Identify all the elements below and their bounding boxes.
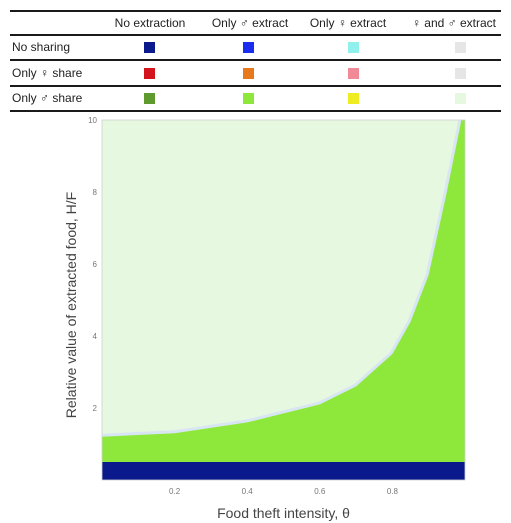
column-header-no-extraction: No extraction [114,16,186,30]
table-rule-row2 [10,85,501,87]
column-header-both-extract: ♀ and ♂ extract [411,16,497,30]
row-label-only-male-share: Only ♂ share [12,91,83,105]
plot-frame [101,119,466,481]
table-rule-header [10,34,501,36]
swatch-row1-col2 [348,68,359,79]
swatch-row2-col1 [243,93,254,104]
region-only-male-extract-male-share [102,120,465,480]
swatch-row1-col3 [455,68,466,79]
column-header-only-male-extract: Only ♂ extract [211,16,289,30]
x-tick-label: 0.6 [314,487,326,496]
y-axis-title: Relative value of extracted food, H/F [63,192,79,418]
table-rule-bottom [10,110,501,112]
swatch-row2-col0 [144,93,155,104]
swatch-row2-col2 [348,93,359,104]
y-tick-label: 6 [93,260,98,269]
column-header-only-female-extract: Only ♀ extract [309,16,387,30]
y-axis-ticks: 2 4 6 8 10 [88,116,97,413]
swatch-row2-col3 [455,93,466,104]
swatch-row0-col0 [144,42,155,53]
region-no-extraction-no-sharing [102,462,465,480]
x-axis-title: Food theft intensity, θ [217,505,350,521]
row-label-no-sharing: No sharing [12,40,71,54]
table-rule-row1 [10,59,501,61]
y-tick-label: 2 [93,404,98,413]
x-axis-ticks: 0.2 0.4 0.6 0.8 [169,487,398,496]
x-tick-label: 0.8 [387,487,399,496]
y-tick-label: 10 [88,116,97,125]
x-tick-label: 0.4 [242,487,254,496]
y-tick-label: 8 [93,188,98,197]
swatch-row0-col3 [455,42,466,53]
swatch-row0-col1 [243,42,254,53]
row-label-only-female-share: Only ♀ share [12,66,83,80]
legend-table: No extraction Only ♂ extract Only ♀ extr… [10,10,511,114]
swatch-row1-col1 [243,68,254,79]
y-tick-label: 4 [93,332,98,341]
swatch-row0-col2 [348,42,359,53]
swatch-row1-col0 [144,68,155,79]
table-rule-top [10,10,501,12]
x-tick-label: 0.2 [169,487,181,496]
